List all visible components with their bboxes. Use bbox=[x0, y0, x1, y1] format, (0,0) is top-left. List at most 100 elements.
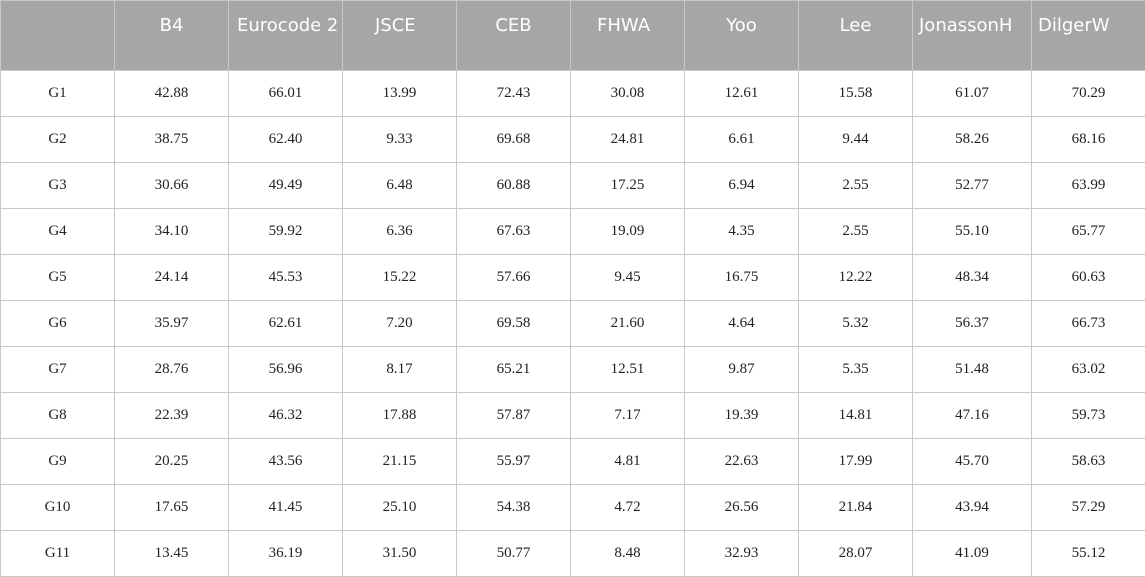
table-cell: 35.97 bbox=[115, 301, 229, 347]
table-row: G9 20.25 43.56 21.15 55.97 4.81 22.63 17… bbox=[1, 439, 1145, 485]
table-cell: 54.38 bbox=[457, 485, 571, 531]
table-cell: 43.94 bbox=[913, 485, 1032, 531]
table-cell: 62.61 bbox=[229, 301, 343, 347]
table-cell: 6.61 bbox=[685, 117, 799, 163]
table-cell: 24.81 bbox=[571, 117, 685, 163]
table-cell: 58.26 bbox=[913, 117, 1032, 163]
table-row: G6 35.97 62.61 7.20 69.58 21.60 4.64 5.3… bbox=[1, 301, 1145, 347]
table-cell: 12.22 bbox=[799, 255, 913, 301]
table-cell: 59.92 bbox=[229, 209, 343, 255]
header-cell-ceb: CEB bbox=[457, 1, 571, 71]
table-row: G7 28.76 56.96 8.17 65.21 12.51 9.87 5.3… bbox=[1, 347, 1145, 393]
table-cell: 13.45 bbox=[115, 531, 229, 577]
table-cell: 19.09 bbox=[571, 209, 685, 255]
table-cell: 5.35 bbox=[799, 347, 913, 393]
table-cell: 24.14 bbox=[115, 255, 229, 301]
table-header: B4 Eurocode 2 JSCE CEB FHWA Yoo Lee Jona… bbox=[1, 1, 1145, 71]
table-cell: 4.81 bbox=[571, 439, 685, 485]
table-cell: 17.88 bbox=[343, 393, 457, 439]
row-label-cell: G10 bbox=[1, 485, 115, 531]
header-cell-fhwa: FHWA bbox=[571, 1, 685, 71]
table-cell: 26.56 bbox=[685, 485, 799, 531]
table-cell: 57.66 bbox=[457, 255, 571, 301]
table-cell: 15.58 bbox=[799, 71, 913, 117]
table-cell: 21.84 bbox=[799, 485, 913, 531]
table-row: G1 42.88 66.01 13.99 72.43 30.08 12.61 1… bbox=[1, 71, 1145, 117]
table-cell: 59.73 bbox=[1032, 393, 1145, 439]
table-cell: 28.07 bbox=[799, 531, 913, 577]
table-cell: 47.16 bbox=[913, 393, 1032, 439]
table-cell: 41.09 bbox=[913, 531, 1032, 577]
table-cell: 31.50 bbox=[343, 531, 457, 577]
table-cell: 50.77 bbox=[457, 531, 571, 577]
header-cell-dilgerw: DilgerW bbox=[1032, 1, 1145, 71]
table-cell: 56.37 bbox=[913, 301, 1032, 347]
header-cell-lee: Lee bbox=[799, 1, 913, 71]
table-body: G1 42.88 66.01 13.99 72.43 30.08 12.61 1… bbox=[1, 71, 1145, 577]
row-label-cell: G2 bbox=[1, 117, 115, 163]
row-label-cell: G9 bbox=[1, 439, 115, 485]
header-cell-eurocode2: Eurocode 2 bbox=[229, 1, 343, 71]
table-cell: 61.07 bbox=[913, 71, 1032, 117]
table-cell: 30.66 bbox=[115, 163, 229, 209]
table-cell: 57.87 bbox=[457, 393, 571, 439]
row-label-cell: G1 bbox=[1, 71, 115, 117]
table-cell: 55.10 bbox=[913, 209, 1032, 255]
table-cell: 63.99 bbox=[1032, 163, 1145, 209]
table-cell: 66.01 bbox=[229, 71, 343, 117]
table-cell: 72.43 bbox=[457, 71, 571, 117]
table-cell: 32.93 bbox=[685, 531, 799, 577]
table-cell: 52.77 bbox=[913, 163, 1032, 209]
table-cell: 4.72 bbox=[571, 485, 685, 531]
table-cell: 21.15 bbox=[343, 439, 457, 485]
table-cell: 14.81 bbox=[799, 393, 913, 439]
header-cell-jonassonh: JonassonH bbox=[913, 1, 1032, 71]
table-cell: 69.58 bbox=[457, 301, 571, 347]
table-cell: 60.63 bbox=[1032, 255, 1145, 301]
header-cell-empty bbox=[1, 1, 115, 71]
table-cell: 12.61 bbox=[685, 71, 799, 117]
table-cell: 36.19 bbox=[229, 531, 343, 577]
table-cell: 45.70 bbox=[913, 439, 1032, 485]
table-cell: 48.34 bbox=[913, 255, 1032, 301]
table-cell: 8.48 bbox=[571, 531, 685, 577]
table-cell: 30.08 bbox=[571, 71, 685, 117]
table-cell: 70.29 bbox=[1032, 71, 1145, 117]
table-cell: 21.60 bbox=[571, 301, 685, 347]
table-row: G4 34.10 59.92 6.36 67.63 19.09 4.35 2.5… bbox=[1, 209, 1145, 255]
table-cell: 16.75 bbox=[685, 255, 799, 301]
table-cell: 25.10 bbox=[343, 485, 457, 531]
table-cell: 34.10 bbox=[115, 209, 229, 255]
row-label-cell: G8 bbox=[1, 393, 115, 439]
table-cell: 17.99 bbox=[799, 439, 913, 485]
header-cell-yoo: Yoo bbox=[685, 1, 799, 71]
table-cell: 49.49 bbox=[229, 163, 343, 209]
table-cell: 7.17 bbox=[571, 393, 685, 439]
row-label-cell: G3 bbox=[1, 163, 115, 209]
table-cell: 9.44 bbox=[799, 117, 913, 163]
table-cell: 8.17 bbox=[343, 347, 457, 393]
table-cell: 69.68 bbox=[457, 117, 571, 163]
table-row: G3 30.66 49.49 6.48 60.88 17.25 6.94 2.5… bbox=[1, 163, 1145, 209]
table-cell: 2.55 bbox=[799, 163, 913, 209]
table-cell: 17.65 bbox=[115, 485, 229, 531]
table-cell: 46.32 bbox=[229, 393, 343, 439]
table-cell: 65.21 bbox=[457, 347, 571, 393]
table-cell: 4.64 bbox=[685, 301, 799, 347]
table-cell: 41.45 bbox=[229, 485, 343, 531]
row-label-cell: G6 bbox=[1, 301, 115, 347]
table-cell: 55.97 bbox=[457, 439, 571, 485]
table-cell: 62.40 bbox=[229, 117, 343, 163]
header-cell-b4: B4 bbox=[115, 1, 229, 71]
table-row: G5 24.14 45.53 15.22 57.66 9.45 16.75 12… bbox=[1, 255, 1145, 301]
row-label-cell: G7 bbox=[1, 347, 115, 393]
table-cell: 51.48 bbox=[913, 347, 1032, 393]
table-cell: 6.36 bbox=[343, 209, 457, 255]
table-row: G8 22.39 46.32 17.88 57.87 7.17 19.39 14… bbox=[1, 393, 1145, 439]
row-label-cell: G4 bbox=[1, 209, 115, 255]
table-cell: 38.75 bbox=[115, 117, 229, 163]
table-cell: 67.63 bbox=[457, 209, 571, 255]
table-cell: 42.88 bbox=[115, 71, 229, 117]
table-cell: 22.63 bbox=[685, 439, 799, 485]
